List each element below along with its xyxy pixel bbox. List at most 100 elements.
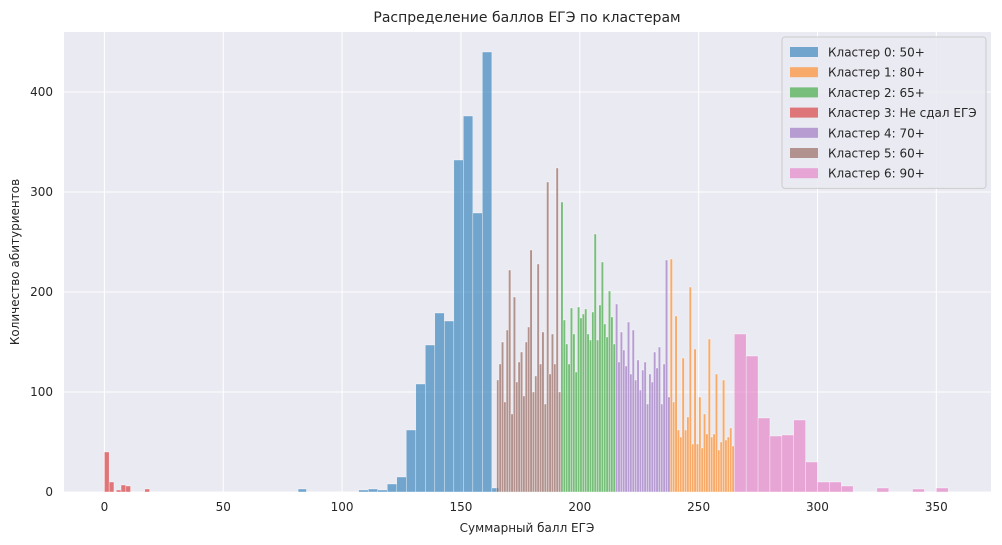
bar <box>696 443 699 493</box>
bar <box>734 333 747 493</box>
bar <box>536 263 540 493</box>
bar <box>710 436 714 493</box>
bar <box>657 346 661 493</box>
histogram-bars <box>104 51 949 493</box>
bar <box>503 401 507 493</box>
series-2 <box>560 201 616 493</box>
x-tick-label: 100 <box>331 500 354 514</box>
bar <box>722 379 726 493</box>
y-tick-label: 400 <box>30 85 53 99</box>
legend-label: Кластер 2: 65+ <box>828 86 925 100</box>
series-4 <box>615 259 671 493</box>
bar <box>512 296 516 493</box>
bar <box>608 290 611 493</box>
bar <box>510 413 514 493</box>
bar <box>579 317 583 493</box>
bar <box>715 373 718 493</box>
bar <box>600 261 604 493</box>
y-axis-ticks: 0 100 200 300 400 <box>30 85 53 499</box>
y-tick-label: 200 <box>30 285 53 299</box>
bar <box>703 413 707 493</box>
bar <box>463 115 474 493</box>
bar <box>598 304 602 493</box>
bar <box>648 373 652 493</box>
bar <box>144 488 150 493</box>
bar <box>672 401 676 493</box>
bar <box>543 403 547 493</box>
bar <box>688 286 692 493</box>
bar <box>665 259 668 493</box>
bar <box>769 435 783 493</box>
bar <box>501 341 504 493</box>
x-tick-label: 0 <box>101 500 109 514</box>
bar <box>567 363 571 493</box>
bar <box>444 320 455 493</box>
bar <box>104 451 110 493</box>
series-1 <box>669 258 735 493</box>
legend-swatch <box>790 87 818 98</box>
bar <box>472 212 483 493</box>
bar <box>570 307 573 493</box>
bar <box>674 315 678 493</box>
legend-swatch <box>790 127 818 138</box>
legend: Кластер 0: 50+ Кластер 1: 80+ Кластер 2: 6… <box>781 36 987 189</box>
bar <box>367 488 379 493</box>
legend-label: Кластер 4: 70+ <box>828 126 925 140</box>
bar <box>667 396 671 493</box>
bar <box>619 331 623 493</box>
bar <box>586 333 590 493</box>
bar <box>565 343 569 493</box>
legend-label: Кластер 6: 90+ <box>828 167 925 181</box>
legend-swatch <box>790 148 818 158</box>
bar <box>396 476 407 493</box>
bar <box>705 433 709 493</box>
bar <box>615 303 619 493</box>
legend-label: Кластер 1: 80+ <box>828 66 925 80</box>
series-0 <box>297 51 500 493</box>
bar <box>662 363 666 493</box>
bar <box>406 429 417 493</box>
bar <box>681 357 685 493</box>
bar <box>636 359 640 493</box>
bar <box>605 336 609 493</box>
bar <box>125 485 131 493</box>
bar <box>717 449 721 493</box>
bar <box>641 369 645 493</box>
bar <box>726 436 730 493</box>
bar <box>574 371 578 493</box>
bar <box>660 403 664 493</box>
legend-label: Кластер 5: 60+ <box>828 147 925 161</box>
bar <box>553 363 557 493</box>
bar <box>936 487 949 493</box>
x-tick-label: 350 <box>925 500 948 514</box>
x-tick-label: 50 <box>216 500 231 514</box>
x-axis-ticks: 0 50 100 150 200 250 300 350 <box>101 500 948 514</box>
legend-swatch <box>790 168 818 179</box>
bar <box>700 447 704 493</box>
bar <box>876 487 890 493</box>
bar <box>650 381 654 493</box>
bar <box>577 306 581 493</box>
bar <box>676 429 680 493</box>
legend-label: Кластер 3: Не сдал ЕГЭ <box>828 106 977 120</box>
bar <box>712 433 716 493</box>
bar <box>297 488 307 493</box>
legend-swatch <box>790 47 818 57</box>
bar <box>593 233 597 493</box>
bar <box>505 329 509 493</box>
bar <box>529 249 533 493</box>
bar <box>560 201 564 493</box>
bar <box>655 367 659 493</box>
bar <box>434 312 445 493</box>
bar <box>562 319 566 493</box>
bar <box>572 333 576 493</box>
bar <box>539 363 543 493</box>
bar <box>684 429 688 493</box>
bar <box>757 417 771 493</box>
legend-label: Кластер 0: 50+ <box>828 46 925 60</box>
y-axis-title: Количество абитуриентов <box>8 179 22 345</box>
series-3 <box>104 451 150 493</box>
bar <box>415 383 426 493</box>
x-tick-label: 150 <box>449 500 472 514</box>
bar <box>581 313 585 493</box>
